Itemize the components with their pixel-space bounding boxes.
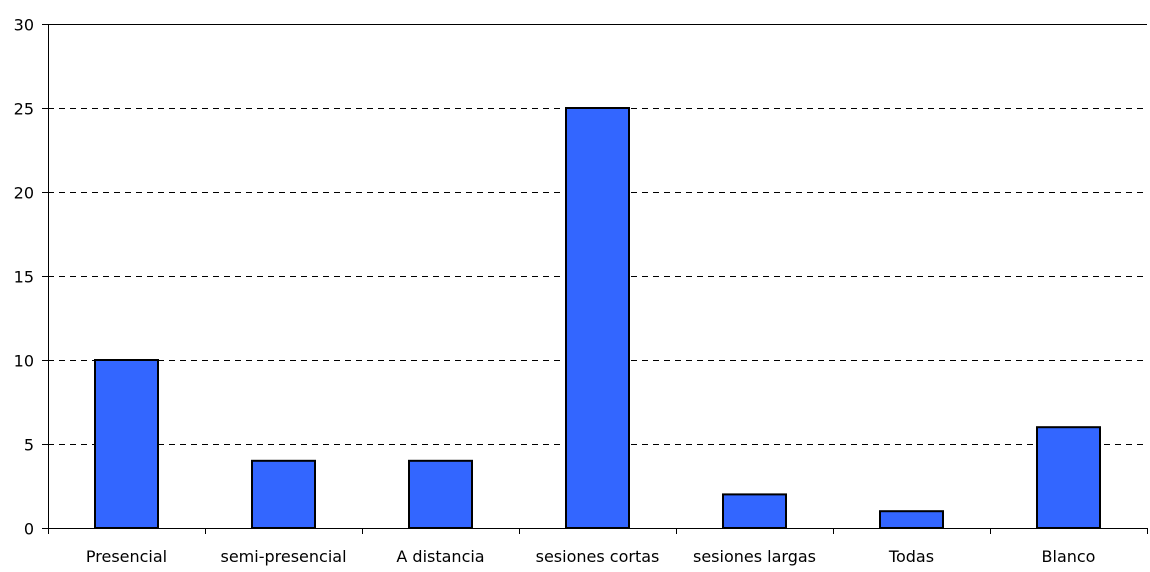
y-tick-label: 15 — [14, 268, 34, 287]
bars — [94, 107, 1101, 530]
x-tick-label: Blanco — [1042, 547, 1096, 566]
x-tick-label: sesiones largas — [693, 547, 816, 566]
y-tick-label: 20 — [14, 184, 34, 203]
x-tick-label: sesiones cortas — [536, 547, 660, 566]
bar-sesiones-cortas — [565, 107, 630, 529]
x-tick-label: A distancia — [396, 547, 484, 566]
bar-a-distancia — [408, 459, 473, 529]
y-tick-label: 30 — [14, 16, 34, 35]
y-axis-ticks: 0 5 10 15 20 25 30 — [14, 16, 48, 539]
y-tick-label: 10 — [14, 352, 34, 371]
bar-sesiones-largas — [722, 493, 787, 529]
grid-lines — [48, 24, 1147, 445]
y-tick-label: 0 — [24, 520, 34, 539]
y-tick-label: 5 — [24, 436, 34, 455]
x-tick-label: Todas — [888, 547, 934, 566]
x-tick-label: semi-presencial — [220, 547, 346, 566]
bar-semi-presencial — [251, 459, 316, 529]
axes — [42, 24, 1147, 529]
x-tick-label: Presencial — [86, 547, 167, 566]
bar-blanco — [1036, 426, 1101, 530]
x-axis-ticks: Presencial semi-presencial A distancia sesi… — [48, 528, 1148, 566]
bar-presencial — [94, 359, 159, 529]
bar-todas — [879, 510, 944, 530]
y-tick-label: 25 — [14, 100, 34, 119]
